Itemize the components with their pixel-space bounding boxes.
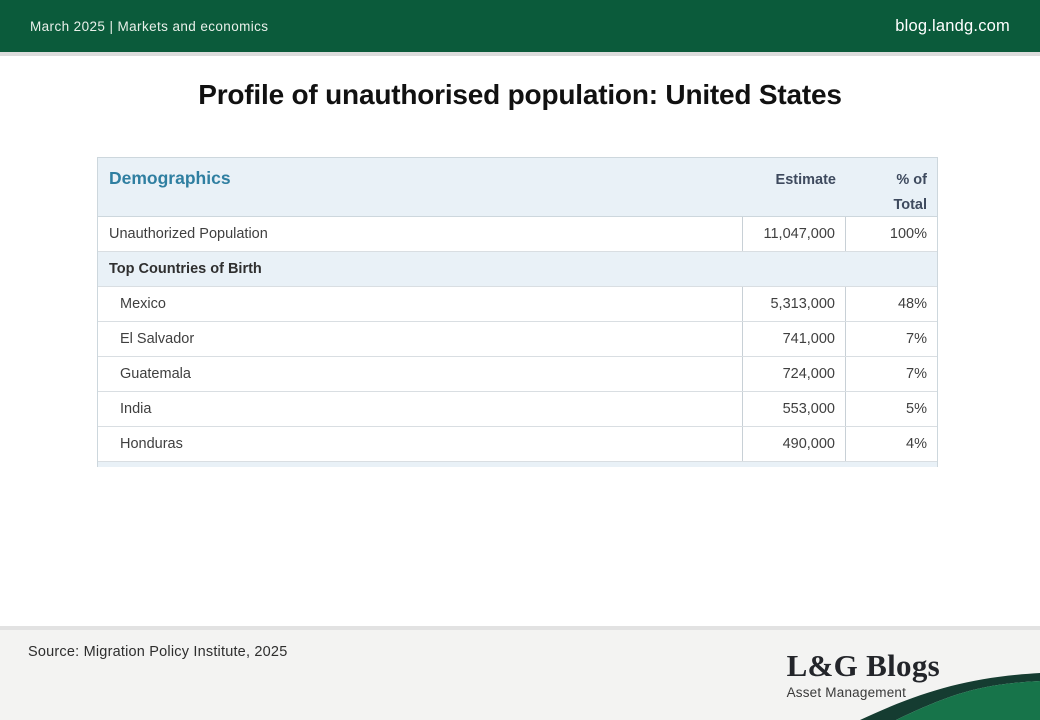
table-row: Honduras 490,000 4% xyxy=(98,427,937,462)
source-text: Source: Migration Policy Institute, 2025 xyxy=(28,644,288,660)
row-label: India xyxy=(120,401,152,417)
footer: Source: Migration Policy Institute, 2025… xyxy=(0,630,1040,720)
row-percent: 7% xyxy=(906,366,927,382)
page-title: Profile of unauthorised population: Unit… xyxy=(198,79,842,110)
row-estimate: 553,000 xyxy=(742,392,846,426)
row-percent: 100% xyxy=(889,226,927,242)
table-row: India 553,000 5% xyxy=(98,392,937,427)
logo-subtitle: Asset Management xyxy=(786,685,907,700)
section-label: Top Countries of Birth xyxy=(109,261,262,277)
table-row: Unauthorized Population 11,047,000 100% xyxy=(98,217,937,252)
green-swoosh-graphic xyxy=(860,673,1040,720)
top-bar: March 2025 | Markets and economics blog.… xyxy=(0,0,1040,52)
row-label: Honduras xyxy=(120,436,183,452)
row-estimate: 724,000 xyxy=(742,357,846,391)
table-header-row: Demographics Estimate % of Total xyxy=(98,158,937,217)
column-header-pct-of-total: % of Total xyxy=(893,172,927,214)
table-cutoff-row xyxy=(98,462,937,467)
column-header-estimate: Estimate xyxy=(775,172,836,188)
row-label: El Salvador xyxy=(120,331,195,347)
row-estimate: 490,000 xyxy=(742,427,846,461)
demographics-table: Demographics Estimate % of Total Unautho… xyxy=(97,157,938,467)
column-header-demographics: Demographics xyxy=(109,168,231,188)
footer-divider xyxy=(0,626,1040,630)
logo-title: L&G Blogs xyxy=(786,648,940,683)
table-row: Mexico 5,313,000 48% xyxy=(98,287,937,322)
row-percent: 48% xyxy=(897,296,927,312)
lg-blogs-logo: L&G Blogs Asset Management xyxy=(787,650,940,700)
row-estimate: 11,047,000 xyxy=(742,217,846,251)
row-percent: 5% xyxy=(906,401,927,417)
table-section-row: Top Countries of Birth xyxy=(98,252,937,287)
row-estimate: 5,313,000 xyxy=(742,287,846,321)
row-label: Unauthorized Population xyxy=(109,226,268,242)
row-label: Guatemala xyxy=(120,366,191,382)
row-percent: 4% xyxy=(906,436,927,452)
date-category-text: March 2025 | Markets and economics xyxy=(30,18,269,34)
blog-url-text: blog.landg.com xyxy=(895,16,1010,35)
table-row: El Salvador 741,000 7% xyxy=(98,322,937,357)
table-body: Unauthorized Population 11,047,000 100% … xyxy=(98,217,937,462)
table-row: Guatemala 724,000 7% xyxy=(98,357,937,392)
row-estimate: 741,000 xyxy=(742,322,846,356)
top-bar-divider xyxy=(0,52,1040,56)
row-label: Mexico xyxy=(120,296,166,312)
row-percent: 7% xyxy=(906,331,927,347)
